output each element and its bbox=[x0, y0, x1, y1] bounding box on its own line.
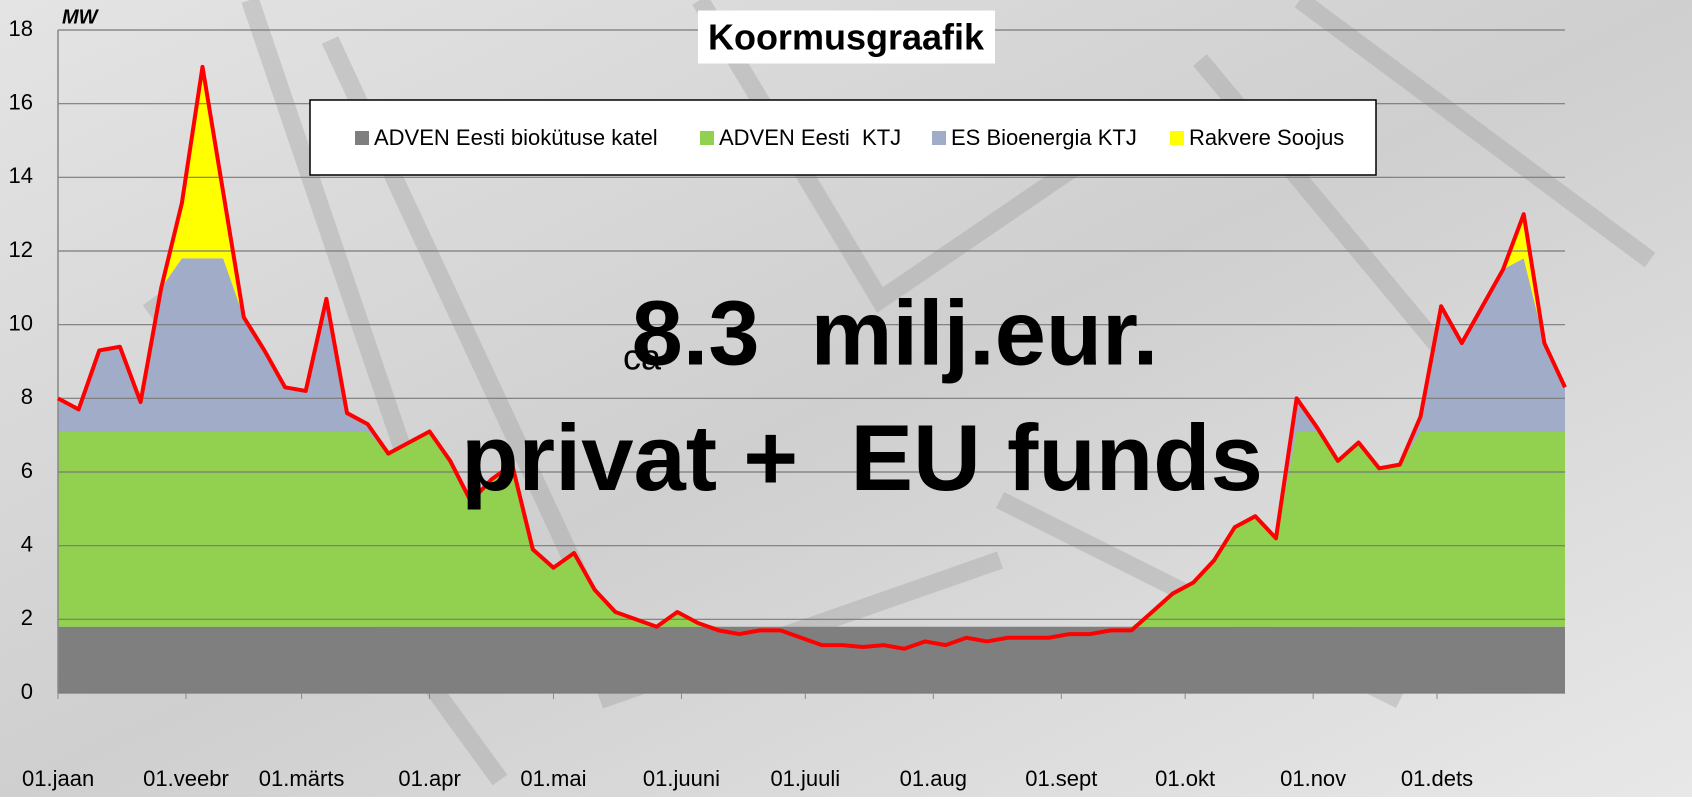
x-tick-label: 01.dets bbox=[1401, 766, 1473, 791]
legend-label: ADVEN Eesti biokütuse katel bbox=[374, 125, 658, 150]
legend-swatch bbox=[932, 131, 946, 145]
y-tick-label: 6 bbox=[21, 458, 33, 483]
y-tick-label: 0 bbox=[21, 679, 33, 704]
y-tick-label: 8 bbox=[21, 384, 33, 409]
x-tick-label: 01.sept bbox=[1025, 766, 1097, 791]
legend-label: ES Bioenergia KTJ bbox=[951, 125, 1137, 150]
x-tick-label: 01.nov bbox=[1280, 766, 1346, 791]
x-tick-label: 01.märts bbox=[259, 766, 345, 791]
legend-label: Rakvere Soojus bbox=[1189, 125, 1344, 150]
y-axis-label: MW bbox=[62, 6, 100, 28]
y-tick-label: 12 bbox=[9, 237, 33, 262]
x-tick-label: 01.veebr bbox=[143, 766, 229, 791]
legend: ADVEN Eesti biokütuse katel ADVEN Eesti K… bbox=[355, 125, 1344, 150]
legend-swatch bbox=[355, 131, 369, 145]
chart: MW Koormusgraafik ADVEN Eesti biokütuse … bbox=[0, 0, 1692, 797]
legend-swatch bbox=[1170, 131, 1184, 145]
x-tick-label: 01.apr bbox=[398, 766, 460, 791]
x-tick-label: 01.aug bbox=[900, 766, 967, 791]
chart-title: Koormusgraafik bbox=[708, 17, 985, 58]
annotation: privat + EU funds bbox=[461, 405, 1263, 510]
y-tick-label: 4 bbox=[21, 531, 33, 556]
annotation: 8.3 milj.eur. bbox=[632, 282, 1159, 384]
y-tick-label: 10 bbox=[9, 310, 33, 335]
legend-label: ADVEN Eesti KTJ bbox=[719, 125, 901, 150]
y-tick-label: 16 bbox=[9, 89, 33, 114]
area bbox=[58, 627, 1565, 693]
legend-swatch bbox=[700, 131, 714, 145]
x-tick-label: 01.okt bbox=[1155, 766, 1215, 791]
x-tick-label: 01.jaan bbox=[22, 766, 94, 791]
y-tick-label: 2 bbox=[21, 605, 33, 630]
x-tick-label: 01.mai bbox=[520, 766, 586, 791]
y-tick-label: 18 bbox=[9, 16, 33, 41]
x-tick-label: 01.juuli bbox=[770, 766, 840, 791]
x-tick-label: 01.juuni bbox=[643, 766, 720, 791]
y-tick-label: 14 bbox=[9, 163, 33, 188]
